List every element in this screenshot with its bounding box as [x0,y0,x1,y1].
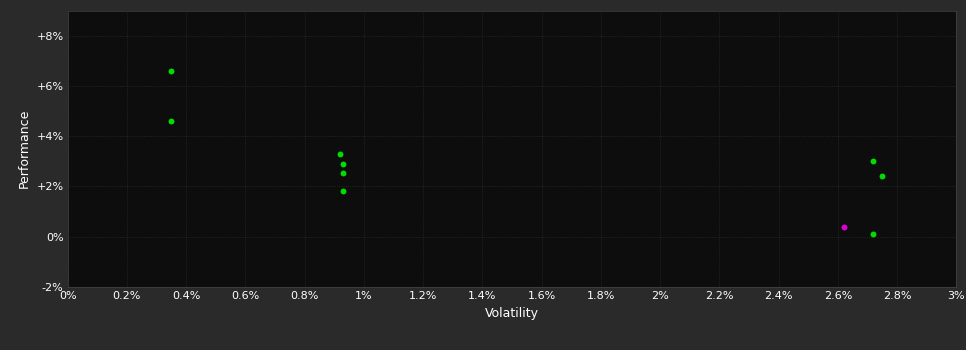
Point [163,118,179,124]
Point [866,231,881,237]
Point [836,224,851,230]
Point [874,174,890,179]
Point [332,151,348,156]
Point [335,161,351,167]
Point [163,68,179,74]
Point [866,159,881,164]
Y-axis label: Performance: Performance [17,109,31,188]
X-axis label: Volatility: Volatility [485,307,539,320]
Point [335,189,351,194]
Point [335,170,351,175]
